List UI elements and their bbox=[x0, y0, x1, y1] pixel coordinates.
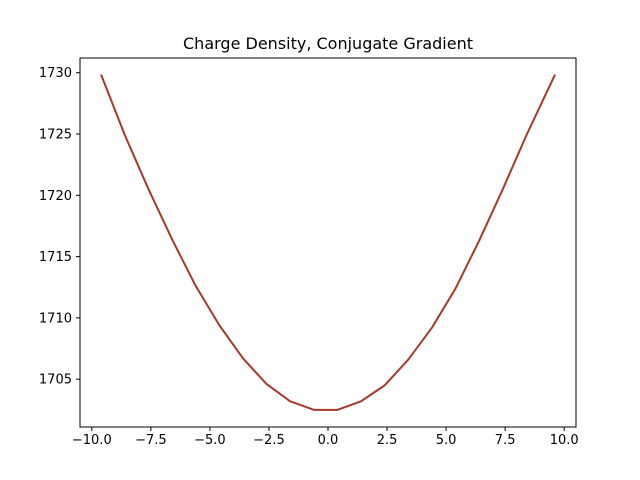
x-tick-label: −10.0 bbox=[72, 433, 112, 448]
x-tick-label: 2.5 bbox=[377, 433, 398, 448]
data-point bbox=[265, 383, 268, 385]
y-tick-label: 1730 bbox=[39, 66, 72, 81]
data-point bbox=[194, 285, 197, 287]
data-point bbox=[123, 134, 126, 137]
data-point bbox=[383, 384, 386, 387]
data-point bbox=[478, 239, 481, 242]
series-line-0 bbox=[100, 74, 556, 411]
data-point bbox=[360, 400, 362, 403]
data-point bbox=[454, 287, 457, 290]
data-point bbox=[553, 74, 556, 77]
x-tick-label: −7.5 bbox=[135, 433, 167, 448]
chart-title: Charge Density, Conjugate Gradient bbox=[183, 34, 473, 53]
data-point bbox=[431, 326, 433, 329]
x-tick-label: −2.5 bbox=[253, 433, 285, 448]
x-tick-label: 10.0 bbox=[550, 433, 579, 448]
y-tick-label: 1705 bbox=[39, 373, 72, 388]
y-tick-label: 1715 bbox=[39, 250, 72, 265]
x-axis: −10.0 −7.5 −5.0 −2.5 0.0 2.5 5.0 7.5 10.0 bbox=[72, 427, 579, 448]
x-tick-label: −5.0 bbox=[194, 433, 226, 448]
y-tick-label: 1720 bbox=[39, 189, 72, 204]
x-tick-label: 5.0 bbox=[436, 433, 457, 448]
data-point bbox=[289, 400, 292, 403]
x-tick-label: 7.5 bbox=[495, 433, 516, 448]
data-point bbox=[100, 74, 103, 77]
data-point bbox=[147, 188, 150, 191]
plot-area bbox=[100, 74, 556, 411]
data-point bbox=[312, 408, 315, 411]
data-point bbox=[336, 408, 339, 411]
data-point bbox=[218, 324, 221, 327]
y-tick-label: 1725 bbox=[39, 128, 72, 143]
data-point bbox=[501, 188, 504, 191]
data-point bbox=[171, 238, 174, 241]
axes-frame bbox=[79, 57, 577, 428]
y-axis: 1705 1710 1715 1720 1725 1730 bbox=[39, 66, 80, 388]
data-point bbox=[242, 357, 244, 360]
x-tick-label: 0.0 bbox=[318, 433, 339, 448]
data-point bbox=[525, 134, 528, 137]
y-tick-label: 1710 bbox=[39, 311, 72, 326]
data-point bbox=[407, 358, 410, 361]
